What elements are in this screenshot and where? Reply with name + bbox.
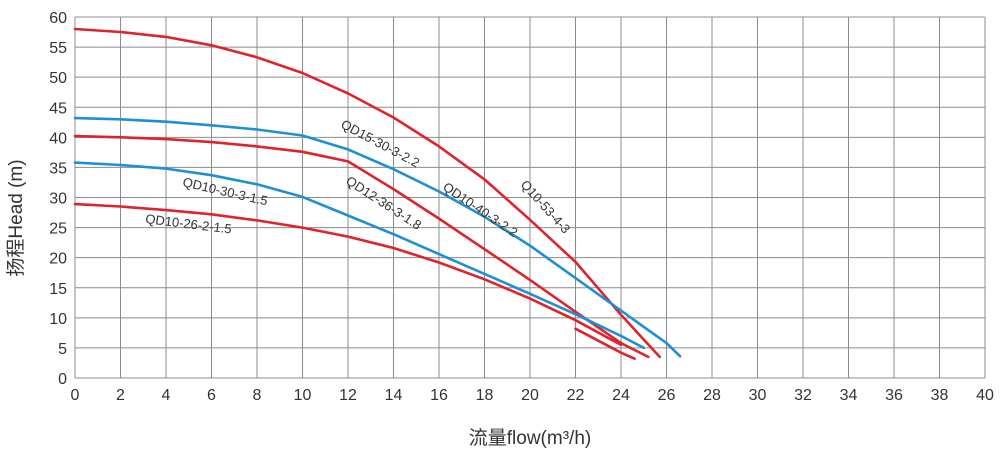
x-tick-label: 12	[339, 387, 357, 404]
x-tick-label: 10	[294, 387, 312, 404]
x-tick-label: 0	[71, 387, 80, 404]
y-tick-label: 5	[58, 341, 67, 358]
x-tick-label: 36	[885, 387, 903, 404]
y-tick-label: 0	[58, 371, 67, 388]
x-tick-label: 4	[162, 387, 171, 404]
x-tick-label: 32	[794, 387, 812, 404]
y-tick-label: 20	[49, 251, 67, 268]
y-tick-label: 55	[49, 40, 67, 57]
x-tick-label: 2	[116, 387, 125, 404]
y-tick-label: 35	[49, 160, 67, 177]
y-tick-label: 50	[49, 70, 67, 87]
y-tick-label: 15	[49, 281, 67, 298]
y-tick-label: 30	[49, 191, 67, 208]
tick-labels: 0 2 4 6 8 10 12 14 16 18 20 22 24 26 28 30 32 34 36 38 40051…	[49, 10, 994, 404]
grid	[74, 16, 986, 379]
series-lines	[73, 27, 682, 361]
series-line	[73, 27, 662, 359]
y-tick-label: 45	[49, 100, 67, 117]
curve-label: QD10-40-3-2.2	[440, 179, 520, 240]
curve-label: QD10-30-3-1.5	[181, 174, 269, 208]
x-tick-label: 26	[658, 387, 676, 404]
series-line	[574, 327, 636, 361]
y-tick-label: 25	[49, 221, 67, 238]
x-tick-label: 38	[931, 387, 949, 404]
x-tick-label: 30	[749, 387, 767, 404]
x-tick-label: 14	[385, 387, 403, 404]
y-tick-label: 10	[49, 311, 67, 328]
x-tick-label: 40	[976, 387, 994, 404]
x-tick-label: 28	[703, 387, 721, 404]
x-tick-label: 18	[476, 387, 494, 404]
x-tick-label: 22	[567, 387, 585, 404]
x-axis-title: 流量flow(m³/h)	[469, 427, 591, 449]
curve-labels: QD15-30-3-2.2QD10-40-3-2.2Q10-53-4-3QD10…	[145, 116, 574, 240]
x-tick-label: 8	[253, 387, 262, 404]
x-tick-label: 16	[430, 387, 448, 404]
y-axis-title: 扬程Head (m)	[5, 159, 27, 276]
y-tick-label: 40	[49, 130, 67, 147]
x-tick-label: 24	[612, 387, 630, 404]
x-tick-label: 34	[840, 387, 858, 404]
x-tick-label: 6	[207, 387, 216, 404]
series-line	[73, 134, 650, 359]
series-line	[73, 116, 682, 358]
x-tick-label: 20	[521, 387, 539, 404]
series-line	[73, 161, 646, 350]
series-line	[73, 202, 623, 347]
y-tick-label: 60	[49, 10, 67, 27]
